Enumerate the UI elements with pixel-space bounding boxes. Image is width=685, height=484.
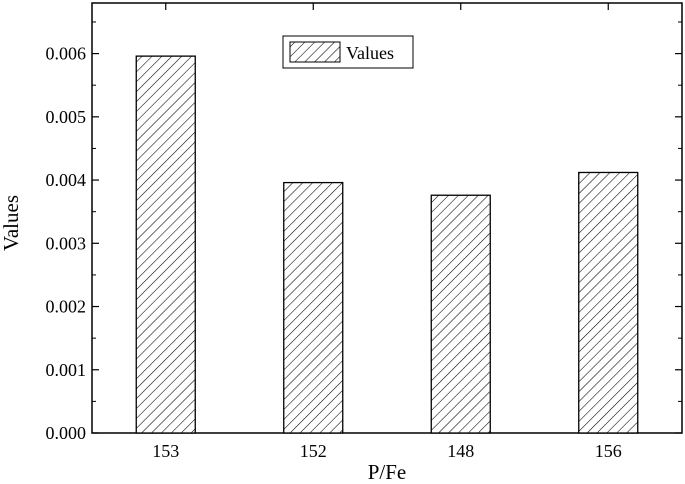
y-tick-label: 0.005 bbox=[46, 107, 87, 127]
bars bbox=[135, 55, 639, 434]
x-tick-label: 148 bbox=[447, 441, 474, 461]
bar-156 bbox=[578, 171, 639, 434]
x-axis-title: P/Fe bbox=[368, 460, 407, 484]
legend-label: Values bbox=[346, 43, 394, 63]
bar-148 bbox=[430, 194, 491, 434]
y-tick-label: 0.006 bbox=[46, 44, 87, 64]
y-tick-label: 0.004 bbox=[46, 170, 87, 190]
x-tick-label: 156 bbox=[595, 441, 622, 461]
bar-153 bbox=[135, 55, 196, 434]
y-tick-label: 0.001 bbox=[46, 360, 87, 380]
y-tick-label: 0.002 bbox=[46, 297, 87, 317]
legend: Values bbox=[282, 35, 414, 69]
y-tick-label: 0.000 bbox=[46, 423, 87, 443]
legend-swatch bbox=[289, 41, 341, 63]
y-axis-title: Values bbox=[0, 195, 23, 251]
x-tick-label: 153 bbox=[152, 441, 179, 461]
x-axis: 153 152 148 156 bbox=[152, 3, 622, 461]
plot-area-frame bbox=[91, 2, 683, 434]
y-tick-label: 0.003 bbox=[46, 233, 87, 253]
bar-152 bbox=[283, 181, 344, 434]
x-tick-label: 152 bbox=[300, 441, 327, 461]
y-axis: 0.000 0.001 0.002 0.003 0.004 0.005 0.006 bbox=[46, 21, 682, 443]
